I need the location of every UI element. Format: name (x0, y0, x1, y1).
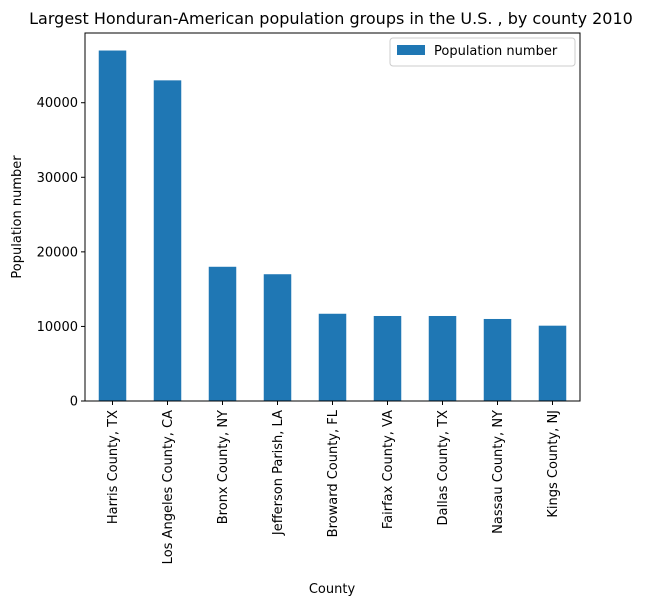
y-axis-ticks: 0 10000 20000 30000 40000 (37, 96, 85, 410)
x-tick-label: Kings County, NJ (546, 410, 561, 518)
x-tick-label: Nassau County, NY (491, 410, 506, 534)
y-tick-label: 10000 (37, 320, 78, 335)
y-tick-label: 20000 (37, 245, 78, 260)
x-tick-label: Bronx County, NY (216, 410, 231, 524)
x-tick-label: Jefferson Parish, LA (271, 410, 286, 536)
legend-swatch (397, 45, 425, 55)
bar (428, 315, 457, 401)
x-tick-label: Dallas County, TX (436, 410, 451, 526)
x-axis-ticks: Harris County, TX Los Angeles County, CA B… (106, 401, 561, 564)
y-tick-label: 30000 (37, 171, 78, 186)
x-tick-label: Fairfax County, VA (381, 410, 396, 529)
bar (153, 80, 182, 402)
x-tick-label: Harris County, TX (106, 410, 121, 524)
bar (98, 50, 127, 402)
bars (98, 50, 567, 402)
bar (263, 274, 292, 401)
legend: Population number (389, 37, 576, 67)
y-axis-label: Population number (10, 155, 25, 279)
legend-label: Population number (434, 44, 558, 59)
plot-frame (84, 32, 581, 402)
y-tick-label: 40000 (37, 96, 78, 111)
bar (373, 315, 402, 401)
bar (483, 318, 512, 401)
x-tick-label: Broward County, FL (326, 409, 341, 537)
x-axis-label: County (309, 582, 356, 597)
bar (318, 313, 347, 401)
y-tick-label: 0 (70, 395, 78, 410)
x-tick-label: Los Angeles County, CA (161, 410, 176, 564)
chart-title: Largest Honduran-American population gro… (29, 9, 633, 28)
bar (208, 266, 237, 401)
legend-box (389, 37, 576, 67)
bar (538, 325, 567, 401)
